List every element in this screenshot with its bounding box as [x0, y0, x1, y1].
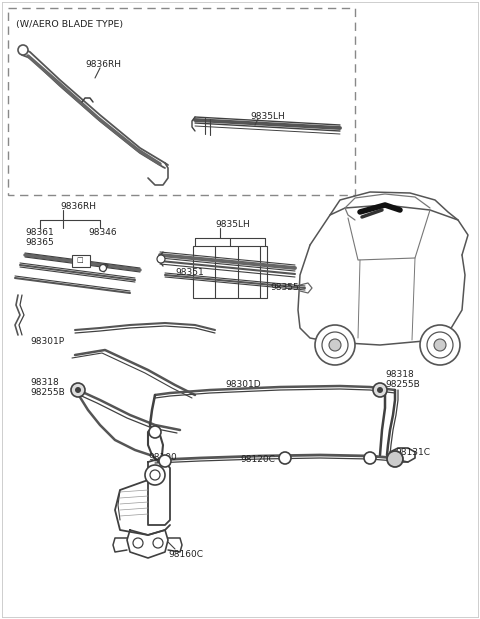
Circle shape: [75, 387, 81, 393]
Circle shape: [387, 451, 403, 467]
Circle shape: [145, 465, 165, 485]
Circle shape: [150, 470, 160, 480]
Circle shape: [377, 387, 383, 393]
Circle shape: [18, 45, 28, 55]
Circle shape: [427, 332, 453, 358]
Bar: [8, 8, 355, 195]
Text: 98361: 98361: [25, 228, 54, 237]
Circle shape: [373, 383, 387, 397]
Circle shape: [364, 452, 376, 464]
Circle shape: [322, 332, 348, 358]
Text: 98301D: 98301D: [225, 380, 261, 389]
Text: 98365: 98365: [25, 238, 54, 247]
Text: 9835LH: 9835LH: [250, 112, 285, 121]
Text: 98100: 98100: [148, 453, 177, 462]
Circle shape: [329, 339, 341, 351]
Circle shape: [71, 383, 85, 397]
Circle shape: [315, 325, 355, 365]
Text: 98301P: 98301P: [30, 337, 64, 346]
Circle shape: [153, 538, 163, 548]
Text: 98255B: 98255B: [30, 388, 65, 397]
Circle shape: [434, 339, 446, 351]
Text: 98351: 98351: [175, 268, 204, 277]
Circle shape: [159, 455, 171, 467]
Circle shape: [99, 264, 107, 272]
Circle shape: [420, 325, 460, 365]
Text: (W/AERO BLADE TYPE): (W/AERO BLADE TYPE): [16, 20, 123, 29]
Text: □: □: [76, 257, 83, 263]
Bar: [72, 255, 90, 267]
Circle shape: [149, 426, 161, 438]
Text: 98355: 98355: [270, 283, 299, 292]
Text: 98120C: 98120C: [240, 455, 275, 464]
Circle shape: [133, 538, 143, 548]
Circle shape: [279, 452, 291, 464]
Text: 9835LH: 9835LH: [215, 220, 250, 229]
Bar: [193, 246, 267, 298]
Text: 98318: 98318: [385, 370, 414, 379]
Text: 98131C: 98131C: [395, 448, 430, 457]
Text: 9836RH: 9836RH: [60, 202, 96, 211]
Text: 98318: 98318: [30, 378, 59, 387]
Text: 98160C: 98160C: [168, 550, 203, 559]
Text: 98255B: 98255B: [385, 380, 420, 389]
Text: 9836RH: 9836RH: [85, 60, 121, 69]
Text: 98346: 98346: [88, 228, 117, 237]
Circle shape: [157, 255, 165, 263]
